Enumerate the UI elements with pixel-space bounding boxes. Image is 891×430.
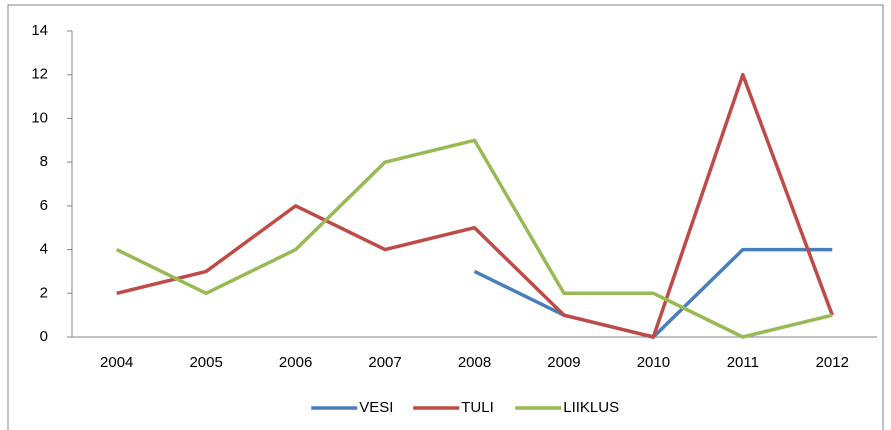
- series-line: [115, 138, 833, 339]
- y-tick-label: 0: [40, 328, 48, 345]
- x-tick-label: 2004: [100, 354, 133, 371]
- x-tick-label: 2010: [637, 354, 670, 371]
- legend-label: TULI: [461, 399, 494, 416]
- y-tick-label: 2: [40, 284, 48, 301]
- x-tick-label: 2005: [189, 354, 222, 371]
- y-tick-label: 14: [31, 22, 48, 39]
- legend-label: VESI: [359, 399, 393, 416]
- x-tick-label: 2007: [368, 354, 401, 371]
- y-tick-label: 6: [40, 197, 48, 214]
- legend-label: LIIKLUS: [563, 399, 619, 416]
- x-tick-label: 2006: [279, 354, 312, 371]
- x-tick-label: 2008: [458, 354, 491, 371]
- series-line: [116, 72, 834, 339]
- y-tick-label: 12: [31, 66, 48, 83]
- chart-frame: [7, 4, 884, 430]
- y-tick-label: 8: [40, 153, 48, 170]
- x-tick-label: 2009: [547, 354, 580, 371]
- x-tick-label: 2012: [816, 354, 849, 371]
- y-tick-label: 10: [31, 109, 48, 126]
- y-tick-label: 4: [40, 241, 48, 258]
- x-tick-label: 2011: [727, 354, 759, 371]
